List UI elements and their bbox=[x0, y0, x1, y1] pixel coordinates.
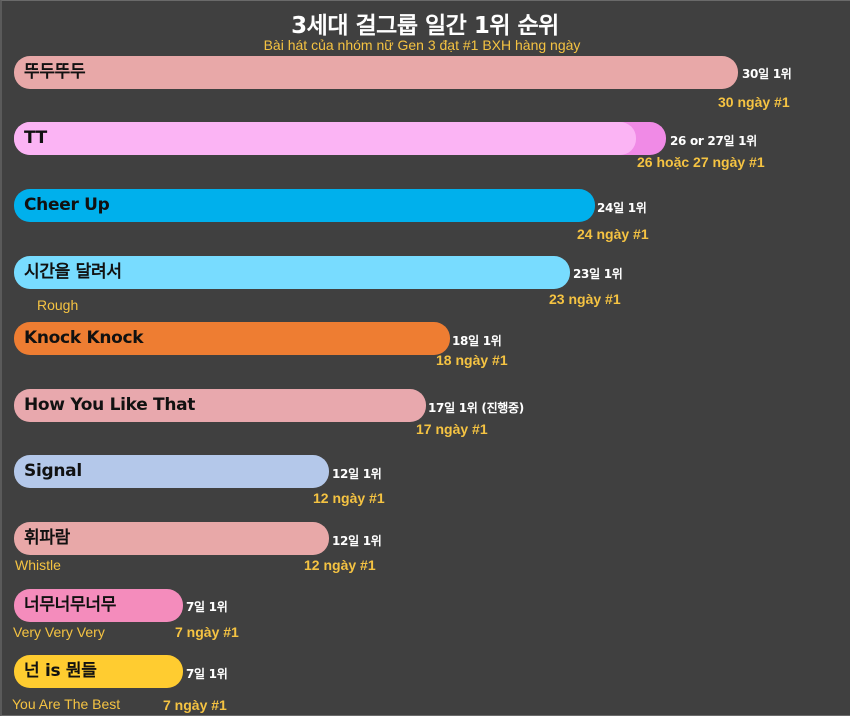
value-label-vi: 26 hoặc 27 ngày #1 bbox=[637, 154, 765, 170]
bar-fill bbox=[14, 122, 636, 155]
bar-fill bbox=[14, 256, 570, 289]
bar-label: 뚜두뚜두 bbox=[24, 62, 86, 82]
bar-fill bbox=[14, 322, 450, 355]
bar-label: 시간을 달려서 bbox=[24, 262, 122, 282]
value-label-vi: 30 ngày #1 bbox=[718, 94, 790, 110]
bar-tt: TT bbox=[14, 122, 666, 155]
value-label-vi: 12 ngày #1 bbox=[304, 557, 376, 573]
value-label-vi: 23 ngày #1 bbox=[549, 291, 621, 307]
english-title: Rough bbox=[37, 297, 79, 313]
value-label-ko: 30일 1위 bbox=[742, 67, 792, 81]
bar-fill bbox=[14, 655, 183, 688]
bar-label: Signal bbox=[24, 461, 82, 481]
bar-knock-knock: Knock Knock bbox=[14, 322, 450, 355]
bar-you-are-the-best: 넌 is 뭔들 bbox=[14, 655, 183, 688]
value-label-ko: 7일 1위 bbox=[186, 600, 228, 614]
bar-signal: Signal bbox=[14, 455, 329, 488]
bar-whistle: 휘파람 bbox=[14, 522, 329, 555]
value-label-ko: 26 or 27일 1위 bbox=[670, 134, 757, 148]
bar-fill bbox=[14, 189, 595, 222]
bar-cheer-up: Cheer Up bbox=[14, 189, 595, 222]
value-label-vi: 18 ngày #1 bbox=[436, 352, 508, 368]
value-label-vi: 7 ngày #1 bbox=[163, 697, 227, 713]
value-label-vi: 7 ngày #1 bbox=[175, 624, 239, 640]
bar-label: Knock Knock bbox=[24, 328, 144, 348]
value-label-ko: 23일 1위 bbox=[573, 267, 623, 281]
bar-rough: 시간을 달려서 bbox=[14, 256, 570, 289]
chart-subtitle: Bài hát của nhóm nữ Gen 3 đạt #1 BXH hàn… bbox=[263, 37, 581, 53]
value-label-vi: 17 ngày #1 bbox=[416, 421, 488, 437]
chart-title: 3세대 걸그룹 일간 1위 순위 bbox=[291, 13, 559, 39]
bar-fill bbox=[14, 455, 329, 488]
value-label-vi: 24 ngày #1 bbox=[577, 226, 649, 242]
value-label-ko: 7일 1위 bbox=[186, 667, 228, 681]
english-title: Whistle bbox=[15, 557, 61, 573]
bar-label: How You Like That bbox=[24, 395, 196, 415]
bar-label: TT bbox=[24, 128, 47, 148]
bar-ddu-du-ddu-du: 뚜두뚜두 bbox=[14, 56, 738, 89]
value-label-ko: 12일 1위 bbox=[332, 467, 382, 481]
value-label-vi: 12 ngày #1 bbox=[313, 490, 385, 506]
bar-how-you-like-that: How You Like That bbox=[14, 389, 426, 422]
bar-label: Cheer Up bbox=[24, 195, 110, 215]
bar-label: 휘파람 bbox=[24, 528, 71, 548]
english-title: You Are The Best bbox=[12, 696, 121, 712]
bar-fill bbox=[14, 522, 329, 555]
bar-label: 넌 is 뭔들 bbox=[24, 661, 97, 681]
value-label-ko: 24일 1위 bbox=[597, 201, 647, 215]
value-label-ko: 12일 1위 bbox=[332, 534, 382, 548]
value-label-ko: 17일 1위 (진행중) bbox=[428, 401, 524, 415]
bar-fill bbox=[14, 389, 426, 422]
bar-very-very-very: 너무너무너무 bbox=[14, 589, 183, 622]
bar-fill bbox=[14, 589, 183, 622]
value-label-ko: 18일 1위 bbox=[452, 334, 502, 348]
english-title: Very Very Very bbox=[13, 624, 105, 640]
bar-label: 너무너무너무 bbox=[24, 595, 117, 615]
bar-fill bbox=[14, 56, 738, 89]
